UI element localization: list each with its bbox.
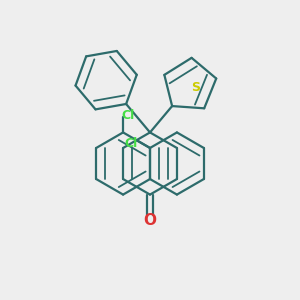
Text: O: O — [143, 213, 157, 228]
Text: Cl: Cl — [124, 137, 137, 150]
Text: Cl: Cl — [121, 110, 134, 122]
Text: S: S — [191, 81, 200, 94]
